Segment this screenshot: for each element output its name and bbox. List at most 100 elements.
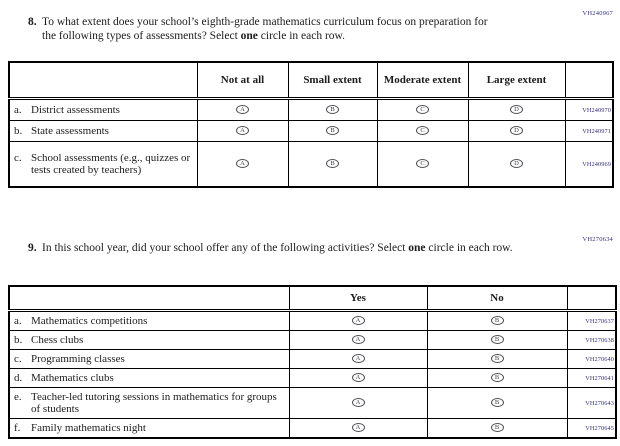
row-text: State assessments: [31, 125, 109, 137]
row-letter: d.: [14, 372, 23, 384]
row-letter: b.: [14, 334, 23, 346]
question-9-text-after: circle in each row.: [425, 242, 513, 254]
answer-bubble[interactable]: D: [510, 126, 523, 135]
table-row: d. Mathematics clubs A B VH270641: [8, 368, 617, 388]
row-text: Chess clubs: [31, 334, 84, 346]
table-row: b. State assessments A B C D VH240971: [8, 120, 614, 142]
choice-cell: B: [426, 349, 568, 369]
row-code: VH240971: [564, 120, 614, 142]
choice-cell: C: [376, 141, 469, 188]
question-8-text-before: To what extent does your school’s eighth…: [42, 16, 488, 42]
table-row: b. Chess clubs A B VH270638: [8, 330, 617, 350]
answer-bubble[interactable]: C: [416, 105, 429, 114]
row-label: b. Chess clubs: [8, 330, 290, 350]
row-text: Mathematics clubs: [31, 372, 114, 384]
q8-empty-header: [8, 61, 198, 100]
row-label: f. Family mathematics night: [8, 418, 290, 439]
row-label: a. District assessments: [8, 98, 198, 121]
row-text: District assessments: [31, 104, 120, 116]
choice-cell: C: [376, 120, 469, 142]
row-letter: b.: [14, 125, 23, 137]
question-9-bold-word: one: [408, 242, 426, 254]
choice-cell: B: [426, 387, 568, 419]
answer-bubble[interactable]: A: [236, 126, 249, 135]
choice-cell: A: [288, 418, 428, 439]
answer-bubble[interactable]: A: [351, 423, 365, 432]
answer-bubble[interactable]: B: [490, 335, 504, 344]
answer-bubble[interactable]: A: [351, 373, 365, 382]
row-text: Mathematics competitions: [31, 315, 148, 327]
row-letter: a.: [14, 315, 22, 327]
answer-bubble[interactable]: A: [351, 354, 365, 363]
answer-bubble[interactable]: C: [416, 126, 429, 135]
row-code: VH240970: [564, 98, 614, 121]
answer-bubble[interactable]: A: [236, 105, 249, 114]
row-label: c. Programming classes: [8, 349, 290, 369]
answer-bubble[interactable]: A: [351, 398, 365, 407]
answer-bubble[interactable]: A: [351, 335, 365, 344]
table-row: a. District assessments A B C D VH240970: [8, 98, 614, 121]
choice-cell: B: [426, 418, 568, 439]
choice-cell: D: [467, 120, 566, 142]
row-text: Teacher-led tutoring sessions in mathema…: [31, 391, 277, 415]
answer-bubble[interactable]: D: [510, 159, 523, 168]
table-row: c. Programming classes A B VH270640: [8, 349, 617, 369]
answer-bubble[interactable]: B: [490, 423, 504, 432]
choice-cell: A: [288, 368, 428, 388]
row-text: Programming classes: [31, 353, 125, 365]
question-8-text: To what extent does your school’s eighth…: [42, 16, 502, 43]
answer-bubble[interactable]: B: [490, 316, 504, 325]
row-code: VH270645: [566, 418, 617, 439]
row-label: a. Mathematics competitions: [8, 310, 290, 331]
answer-bubble[interactable]: B: [490, 354, 504, 363]
answer-bubble[interactable]: B: [326, 126, 339, 135]
answer-bubble[interactable]: A: [351, 316, 365, 325]
choice-cell: C: [376, 98, 469, 121]
column-header-large-extent: Large extent: [467, 61, 566, 100]
choice-cell: B: [287, 120, 378, 142]
answer-bubble[interactable]: B: [326, 159, 339, 168]
question-8-number: 8.: [28, 16, 37, 28]
row-code: VH240969: [564, 141, 614, 188]
answer-bubble[interactable]: B: [490, 373, 504, 382]
choice-cell: B: [287, 98, 378, 121]
question-9-admin-code: VH270634: [582, 236, 613, 243]
row-letter: f.: [14, 422, 21, 434]
column-header-yes: Yes: [288, 285, 428, 312]
column-header-no: No: [426, 285, 568, 312]
row-label: b. State assessments: [8, 120, 198, 142]
question-8-admin-code: VH240967: [582, 10, 613, 17]
choice-cell: A: [196, 141, 289, 188]
q9-activities-table: Yes No a. Mathematics competitions A B VH…: [8, 285, 617, 439]
answer-bubble[interactable]: B: [490, 398, 504, 407]
row-label: d. Mathematics clubs: [8, 368, 290, 388]
choice-cell: A: [288, 330, 428, 350]
row-text: School assessments (e.g., quizzes or tes…: [31, 152, 191, 176]
choice-cell: B: [426, 310, 568, 331]
choice-cell: B: [287, 141, 378, 188]
answer-bubble[interactable]: C: [416, 159, 429, 168]
row-code: VH270641: [566, 368, 617, 388]
answer-bubble[interactable]: A: [236, 159, 249, 168]
question-9-number: 9.: [28, 242, 37, 254]
choice-cell: D: [467, 98, 566, 121]
q8-code-column-header: [564, 61, 614, 100]
choice-cell: D: [467, 141, 566, 188]
choice-cell: B: [426, 368, 568, 388]
choice-cell: A: [288, 349, 428, 369]
choice-cell: B: [426, 330, 568, 350]
question-8-text-after: circle in each row.: [257, 29, 345, 42]
row-code: VH270640: [566, 349, 617, 369]
row-text: Family mathematics night: [31, 422, 146, 434]
table-row: f. Family mathematics night A B VH270645: [8, 418, 617, 439]
question-8: 8. To what extent does your school’s eig…: [28, 16, 502, 43]
choice-cell: A: [288, 310, 428, 331]
column-header-small-extent: Small extent: [287, 61, 378, 100]
answer-bubble[interactable]: D: [510, 105, 523, 114]
question-8-bold-word: one: [240, 29, 258, 42]
column-header-moderate-extent: Moderate extent: [376, 61, 469, 100]
answer-bubble[interactable]: B: [326, 105, 339, 114]
row-code: VH270638: [566, 330, 617, 350]
q9-table-header-row: Yes No: [8, 285, 617, 312]
